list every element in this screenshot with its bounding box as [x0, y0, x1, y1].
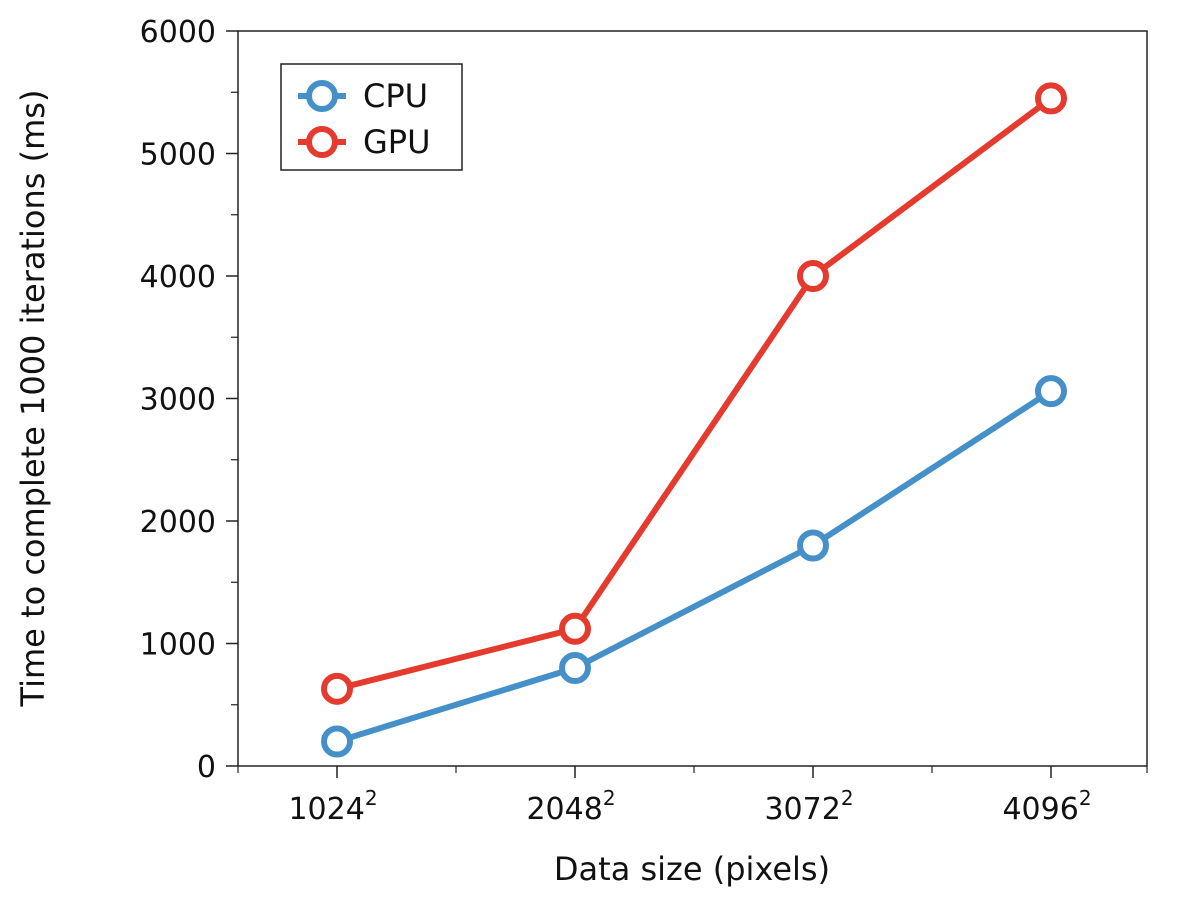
x-tick-label-exponent: 2 — [841, 786, 854, 810]
legend-swatch-marker-cpu — [306, 80, 338, 112]
data-point-cpu — [559, 652, 591, 684]
series-line-gpu — [336, 95, 1053, 692]
x-tick-label-exponent: 2 — [603, 786, 616, 810]
x-tick-label: 10242 — [288, 786, 377, 827]
data-point-cpu — [797, 529, 829, 562]
x-axis: 10242 20482 30722 40962 — [237, 766, 1148, 827]
x-tick-label: 20482 — [526, 786, 615, 827]
x-tick-label: 40962 — [1002, 786, 1091, 827]
x-tick-label-base: 4096 — [1002, 792, 1078, 827]
y-tick-label: 3000 — [140, 383, 216, 418]
x-tick-label-base: 1024 — [288, 792, 364, 827]
x-tick-label-exponent: 2 — [1079, 786, 1092, 810]
x-tick-label-exponent: 2 — [365, 786, 378, 810]
data-point-gpu — [321, 672, 353, 705]
data-point-cpu — [321, 725, 353, 758]
y-tick-label: 6000 — [140, 15, 216, 50]
y-axis: 0 1000 2000 3000 4000 5000 6000 — [140, 15, 238, 785]
series-layer — [321, 82, 1067, 758]
data-point-gpu — [797, 260, 829, 292]
legend-label-gpu: GPU — [363, 123, 431, 161]
legend-label-cpu: CPU — [363, 77, 428, 115]
y-tick-label: 5000 — [140, 138, 216, 173]
legend-swatch-marker-gpu — [306, 126, 338, 158]
y-tick-label: 2000 — [140, 505, 216, 540]
data-point-cpu — [1035, 375, 1067, 408]
x-axis-title: Data size (pixels) — [554, 850, 830, 888]
y-tick-label: 0 — [197, 750, 216, 785]
y-tick-label: 1000 — [140, 628, 216, 663]
data-point-gpu — [559, 612, 591, 645]
y-tick-label: 4000 — [140, 260, 216, 295]
y-axis-title: Time to complete 1000 iterations (ms) — [14, 90, 52, 708]
x-tick-label-base: 3072 — [764, 792, 840, 827]
series-line-cpu — [336, 388, 1053, 745]
data-point-gpu — [1035, 82, 1067, 115]
legend: CPU GPU — [280, 63, 463, 171]
x-tick-label-base: 2048 — [526, 792, 602, 827]
x-tick-label: 30722 — [764, 786, 853, 827]
